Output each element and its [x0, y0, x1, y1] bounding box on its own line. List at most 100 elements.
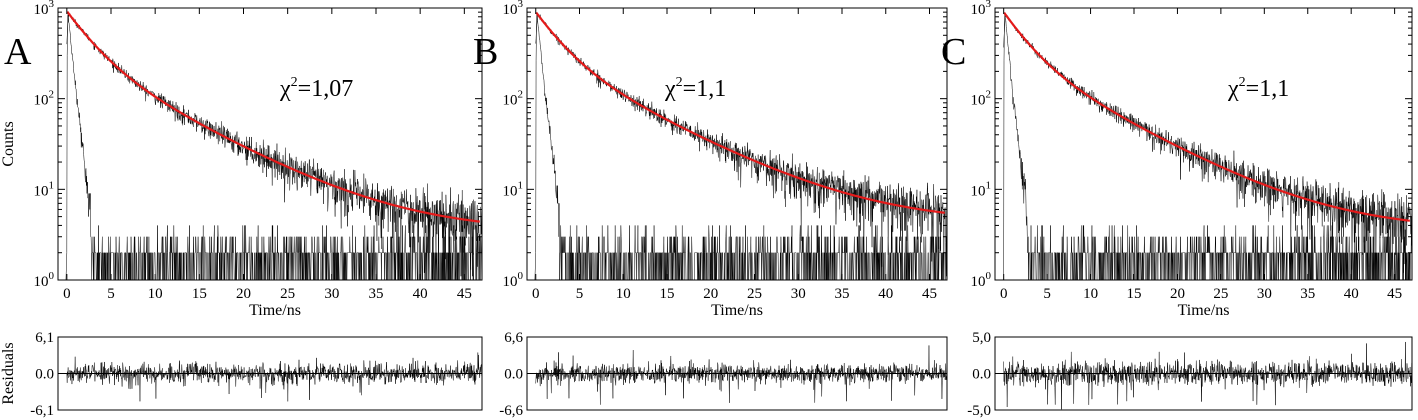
y-tick-exp: 0: [518, 270, 524, 282]
residual-y-tick-label: 0.0: [972, 367, 991, 383]
y-tick-base: 10: [34, 2, 49, 18]
y-tick-base: 10: [34, 93, 49, 109]
x-tick-label: 15: [1127, 286, 1142, 302]
residual-panel: 5,0 0.0 -5,0: [967, 330, 1413, 419]
irf-trace: [534, 13, 947, 281]
x-tick-label: 45: [922, 286, 937, 302]
y-tick-label: 103: [34, 0, 55, 18]
chi-symbol: χ: [1227, 76, 1239, 102]
x-axis-label: Time/ns: [711, 302, 763, 319]
y-tick-base: 10: [971, 183, 986, 199]
x-tick-label: 40: [1344, 286, 1359, 302]
x-axis-label: Time/ns: [1178, 302, 1230, 319]
y-tick-label: 102: [503, 89, 524, 109]
panel-c: 0 5 10 15 20 25 30 35 40 45103102101100Time/nsCχ2…: [941, 0, 1413, 419]
chi-value: =1,1: [1246, 76, 1290, 102]
irf-trace: [65, 14, 482, 281]
residual-panel: 6,1 0.0 -6,1 Residuals: [0, 330, 483, 419]
panel-letter: A: [4, 31, 32, 73]
residual-y-tick-label: 6,1: [35, 330, 54, 346]
y-tick-base: 10: [34, 274, 49, 290]
chi-value: =1,07: [298, 76, 354, 102]
chi-exponent: 2: [1239, 75, 1246, 90]
x-tick-label: 25: [747, 286, 762, 302]
y-tick-exp: 3: [986, 0, 992, 10]
x-tick-label: 10: [1083, 286, 1098, 302]
y-tick-label: 102: [971, 89, 992, 109]
y-tick-label: 103: [971, 0, 992, 18]
y-tick-base: 10: [971, 2, 986, 18]
y-tick-exp: 1: [986, 179, 992, 191]
y-tick-exp: 3: [49, 0, 55, 10]
residual-y-tick-label: -6,6: [499, 403, 523, 419]
y-tick-exp: 2: [518, 89, 524, 101]
x-tick-label: 40: [878, 286, 893, 302]
y-tick-exp: 1: [518, 179, 524, 191]
y-tick-label: 100: [503, 270, 524, 290]
x-tick-label: 20: [1170, 286, 1185, 302]
fit-curve: [66, 11, 480, 223]
x-tick-label: 30: [324, 286, 339, 302]
y-tick-label: 100: [971, 270, 992, 290]
fit-curve: [1003, 11, 1410, 222]
chi-exponent: 2: [291, 75, 298, 90]
x-tick-label: 40: [413, 286, 428, 302]
x-tick-label: 10: [616, 286, 631, 302]
residual-y-tick-label: 5,0: [972, 330, 991, 346]
x-tick-label: 0: [1000, 286, 1008, 302]
fit-curve: [535, 11, 945, 214]
x-tick-label: 35: [1300, 286, 1315, 302]
y-tick-base: 10: [503, 183, 518, 199]
x-tick-label: 5: [1043, 286, 1051, 302]
panel-letter: B: [473, 31, 498, 73]
y-tick-base: 10: [971, 274, 986, 290]
x-tick-label: 25: [1213, 286, 1228, 302]
y-tick-exp: 2: [49, 89, 55, 101]
y-tick-exp: 0: [986, 270, 992, 282]
y-tick-label: 101: [503, 179, 524, 199]
residual-y-tick-label: 0.0: [35, 367, 54, 383]
residual-trace: [66, 352, 482, 402]
x-tick-label: 5: [576, 286, 584, 302]
x-tick-label: 0: [63, 286, 71, 302]
y-tick-exp: 0: [49, 270, 55, 282]
chi-square-annotation: χ2=1,1: [664, 75, 726, 102]
residual-trace: [535, 345, 947, 405]
x-tick-label: 25: [280, 286, 295, 302]
y-tick-label: 103: [503, 0, 524, 18]
y-tick-base: 10: [34, 183, 49, 199]
chi-symbol: χ: [279, 76, 291, 102]
x-tick-label: 20: [703, 286, 718, 302]
plot-frame: [57, 7, 483, 281]
chi-value: =1,1: [683, 76, 727, 102]
x-tick-label: 20: [236, 286, 251, 302]
residual-y-tick-label: 6,6: [504, 330, 523, 346]
y-axis-label: Counts: [0, 121, 17, 166]
irf-trace: [1002, 12, 1412, 281]
residual-trace: [1003, 341, 1412, 410]
chi-square-annotation: χ2=1,07: [279, 75, 353, 102]
x-axis-label: Time/ns: [249, 302, 301, 319]
y-tick-exp: 3: [518, 0, 524, 10]
x-tick-label: 35: [835, 286, 850, 302]
y-tick-exp: 2: [986, 89, 992, 101]
x-tick-label: 15: [660, 286, 675, 302]
x-tick-label: 35: [369, 286, 384, 302]
chi-exponent: 2: [676, 75, 683, 90]
y-tick-base: 10: [503, 274, 518, 290]
x-tick-label: 45: [457, 286, 472, 302]
decay-data-trace: [66, 12, 482, 281]
y-tick-label: 101: [34, 179, 55, 199]
chi-symbol: χ: [664, 76, 676, 102]
panel-b: 0 5 10 15 20 25 30 35 40 45103102101100Time/nsBχ2…: [473, 0, 948, 419]
residual-panel: 6,6 0.0 -6,6: [499, 330, 948, 419]
y-tick-label: 100: [34, 270, 55, 290]
residuals-axis-label: Residuals: [0, 342, 17, 404]
chi-square-annotation: χ2=1,1: [1227, 75, 1289, 102]
decay-data-trace: [535, 13, 947, 281]
residual-y-tick-label: 0.0: [504, 367, 523, 383]
x-tick-label: 10: [148, 286, 163, 302]
y-tick-exp: 1: [49, 179, 55, 191]
panel-a: 0 5 10 15 20 25 30 35 40 45103102101100Time/nsCou…: [0, 0, 483, 419]
